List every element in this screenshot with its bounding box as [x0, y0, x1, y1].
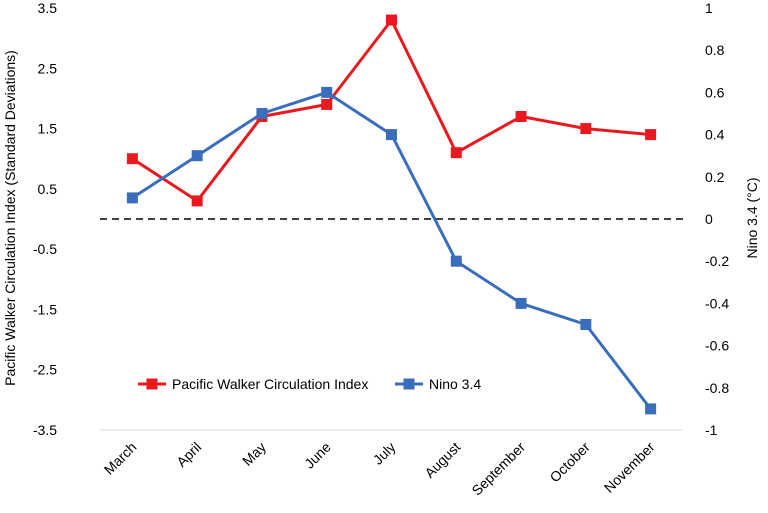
x-tick-label: September	[468, 439, 528, 499]
y2-tick-label: 0	[705, 211, 713, 227]
y2-tick-label: -0.6	[705, 338, 729, 354]
y2-tick-label: -0.4	[705, 295, 729, 311]
y2-tick-label: 0.2	[705, 169, 725, 185]
x-tick-label: August	[421, 439, 463, 481]
data-point-1	[386, 129, 397, 141]
data-point-1	[191, 150, 203, 162]
y-tick-label: 0.5	[38, 181, 58, 197]
legend-label-1: Nino 3.4	[429, 376, 481, 392]
y-tick-label: 1.5	[38, 121, 58, 137]
y2-tick-label: -1	[705, 422, 718, 438]
y-tick-label: -1.5	[33, 301, 57, 317]
data-point-0	[450, 147, 462, 159]
x-tick-label: March	[101, 439, 140, 478]
y2-tick-label: 0.4	[705, 127, 725, 143]
x-tick-label: June	[301, 439, 334, 472]
y-tick-label: 3.5	[38, 0, 58, 16]
x-tick-label: October	[546, 439, 593, 486]
y-tick-label: 2.5	[38, 60, 58, 76]
data-point-0	[321, 98, 333, 110]
data-point-1	[126, 192, 138, 204]
y2-tick-label: 0.6	[705, 84, 725, 100]
data-point-1	[580, 319, 592, 330]
legend-marker-1	[403, 378, 415, 390]
data-point-0	[515, 111, 527, 123]
data-point-0	[580, 123, 592, 135]
series-line-0	[131, 18, 651, 203]
series-layer	[126, 14, 657, 415]
data-point-1	[321, 86, 333, 98]
y2-tick-label: -0.2	[705, 253, 729, 269]
y2-tick-label: 1	[705, 0, 713, 16]
legend-marker-0	[146, 378, 158, 390]
x-tick-label: May	[239, 439, 269, 469]
y-tick-label: -2.5	[33, 362, 57, 378]
x-tick-label: July	[370, 439, 399, 468]
data-point-1	[515, 297, 527, 309]
data-point-1	[645, 403, 657, 415]
y-tick-label: -3.5	[33, 422, 57, 438]
data-point-1	[256, 108, 268, 119]
y2-tick-label: 0.8	[705, 42, 725, 58]
data-point-0	[645, 129, 657, 141]
x-tick-label: April	[173, 439, 204, 470]
tick-labels-layer: 3.5 2.5 1.5 0.5 -0.5 -1.5 -2.5 -3.5 1 0.8 0.6 0.4 0.…	[33, 0, 729, 499]
y-axis-title: Pacific Walker Circulation Index (Standa…	[2, 50, 18, 386]
legend: Pacific Walker Circulation Index Nino 3.4	[138, 376, 481, 392]
y-tick-label: -0.5	[33, 241, 57, 257]
y2-tick-label: -0.8	[705, 380, 729, 396]
y2-axis-title: Nino 3.4 (°C)	[744, 177, 760, 258]
data-point-0	[386, 14, 397, 26]
data-point-0	[126, 153, 138, 165]
legend-label-0: Pacific Walker Circulation Index	[172, 376, 368, 392]
x-tick-label: November	[601, 439, 658, 496]
data-point-0	[191, 195, 203, 207]
data-point-1	[450, 255, 462, 267]
